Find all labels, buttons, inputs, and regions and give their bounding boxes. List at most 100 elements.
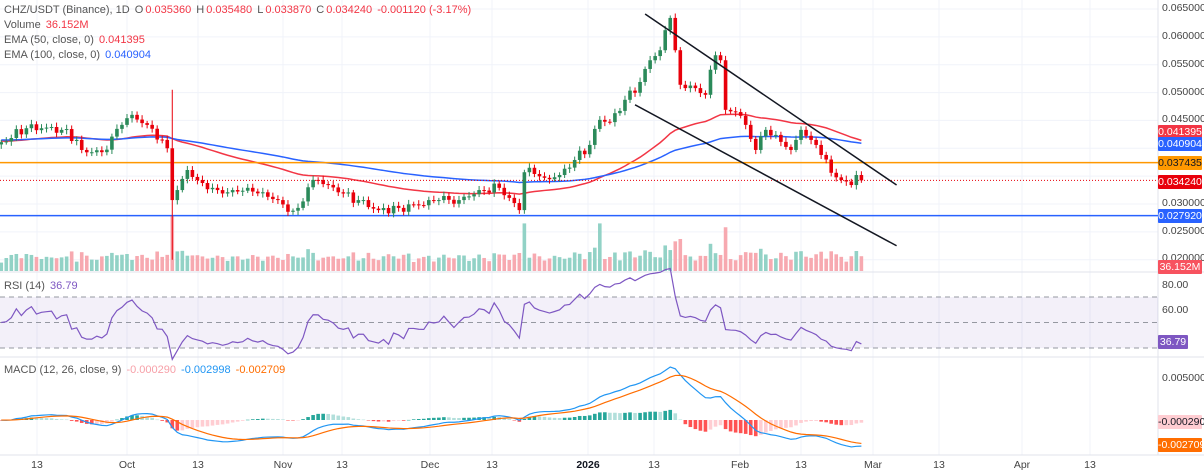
ema50-label: EMA (50, close, 0) bbox=[4, 34, 94, 46]
volume-bar bbox=[824, 258, 828, 271]
candle-body bbox=[266, 192, 270, 197]
volume-bar bbox=[271, 255, 275, 271]
candle-body bbox=[406, 204, 411, 212]
macd-histogram-bar bbox=[331, 414, 336, 420]
ema50-legend[interactable]: EMA (50, close, 0) 0.041395 bbox=[4, 33, 147, 48]
macd-histogram-bar bbox=[170, 420, 175, 429]
macd-histogram-bar bbox=[598, 412, 602, 420]
candle-body bbox=[547, 177, 552, 180]
volume-bar bbox=[185, 255, 190, 271]
macd-histogram-bar bbox=[502, 418, 507, 420]
candle-body bbox=[457, 200, 461, 204]
candle-body bbox=[502, 187, 507, 196]
volume-bar bbox=[678, 238, 683, 271]
volume-bar bbox=[452, 258, 456, 271]
candle-body bbox=[39, 128, 44, 131]
macd-histogram-bar bbox=[225, 420, 230, 424]
time-tick: 13 bbox=[486, 459, 498, 471]
volume-bar bbox=[703, 255, 708, 271]
volume-bar bbox=[829, 251, 833, 271]
volume-bar bbox=[331, 256, 336, 271]
rsi-legend[interactable]: RSI (14) 36.79 bbox=[4, 279, 80, 294]
macd-histogram-bar bbox=[764, 420, 768, 433]
volume-bar bbox=[613, 252, 617, 271]
candle-body bbox=[416, 204, 421, 206]
candle-body bbox=[381, 207, 386, 211]
candle-body bbox=[160, 139, 165, 141]
ema100-legend[interactable]: EMA (100, close, 0) 0.040904 bbox=[4, 48, 153, 63]
volume-bar bbox=[432, 261, 436, 271]
volume-bar bbox=[532, 253, 537, 271]
candle-body bbox=[693, 85, 698, 89]
candle-body bbox=[758, 136, 763, 150]
volume-bar bbox=[130, 259, 134, 271]
price-tick: 0.065000 bbox=[1162, 2, 1204, 14]
macd-histogram-bar bbox=[794, 420, 798, 426]
macd-histogram-bar bbox=[849, 420, 854, 426]
volume-bar bbox=[542, 260, 547, 271]
last-price-tag: 0.034240 bbox=[1158, 175, 1202, 189]
macd-histogram-bar bbox=[713, 420, 718, 427]
volume-bar bbox=[215, 255, 220, 271]
candle-body bbox=[789, 146, 793, 150]
price-tick: 0.045000 bbox=[1162, 113, 1204, 125]
volume-tag: 36.152M bbox=[1158, 260, 1202, 274]
volume-legend[interactable]: Volume 36.152M bbox=[4, 18, 91, 33]
macd-histogram-bar bbox=[291, 420, 295, 421]
macd-histogram-bar bbox=[698, 420, 703, 431]
macd-line-value: -0.002998 bbox=[181, 364, 231, 376]
candle-body bbox=[829, 159, 833, 173]
volume-bar bbox=[69, 251, 74, 271]
volume-bar bbox=[663, 245, 668, 271]
volume-bar bbox=[416, 258, 421, 271]
macd-histogram-bar bbox=[200, 420, 205, 427]
macd-histogram-bar bbox=[512, 420, 517, 421]
candle-body bbox=[487, 190, 491, 193]
candle-body bbox=[396, 205, 401, 208]
time-tick: Mar bbox=[863, 459, 883, 471]
macd-histogram-bar bbox=[416, 419, 421, 420]
macd-histogram-bar bbox=[517, 420, 522, 422]
macd-histogram-bar bbox=[613, 412, 617, 420]
macd-histogram-bar bbox=[623, 412, 627, 420]
candle-body bbox=[120, 124, 124, 129]
macd-histogram-bar bbox=[733, 420, 738, 433]
macd-histogram-bar bbox=[69, 420, 74, 421]
candle-body bbox=[24, 128, 29, 135]
volume-bar bbox=[844, 261, 849, 271]
macd-histogram-bar bbox=[799, 420, 803, 423]
macd-histogram-bar bbox=[572, 417, 577, 420]
macd-histogram-bar bbox=[462, 417, 466, 420]
macd-histogram-bar bbox=[235, 420, 240, 422]
volume-bar bbox=[819, 251, 823, 271]
macd-histogram-bar bbox=[608, 412, 612, 420]
macd-histogram-bar bbox=[668, 409, 673, 420]
macd-histogram-bar bbox=[472, 417, 476, 420]
candle-body bbox=[769, 129, 773, 136]
macd-legend[interactable]: MACD (12, 26, close, 9) -0.000290 -0.002… bbox=[4, 363, 287, 378]
candle-body bbox=[562, 168, 567, 176]
candle-body bbox=[9, 138, 14, 142]
candle-body bbox=[497, 183, 502, 188]
volume-bar bbox=[718, 254, 723, 271]
macd-histogram-bar bbox=[321, 413, 325, 420]
volume-bar bbox=[769, 259, 773, 271]
volume-bar bbox=[276, 257, 280, 271]
volume-bar bbox=[577, 253, 582, 271]
volume-bar bbox=[306, 249, 310, 271]
macd-histogram-bar bbox=[160, 420, 165, 421]
candle-body bbox=[779, 134, 783, 142]
macd-histogram-bar bbox=[447, 417, 451, 420]
symbol-title[interactable]: CHZ/USDT (Binance), 1D bbox=[4, 4, 130, 16]
macd-histogram-bar bbox=[628, 412, 632, 420]
volume-bar bbox=[467, 260, 471, 271]
candle-body bbox=[69, 129, 74, 142]
volume-bar bbox=[205, 258, 210, 271]
candle-body bbox=[678, 50, 683, 85]
volume-value: 36.152M bbox=[45, 19, 89, 31]
resistance-price-tag: 0.037435 bbox=[1158, 156, 1202, 170]
macd-histogram-bar bbox=[421, 418, 426, 420]
volume-bar bbox=[668, 250, 673, 271]
macd-histogram-bar bbox=[250, 419, 255, 420]
